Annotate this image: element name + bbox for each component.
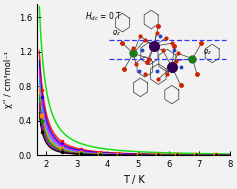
Y-axis label: χ'' / cm³mol⁻¹: χ'' / cm³mol⁻¹ — [4, 51, 13, 108]
Text: $H_{dc}$ = 0 T: $H_{dc}$ = 0 T — [85, 10, 123, 23]
X-axis label: T / K: T / K — [123, 175, 144, 185]
